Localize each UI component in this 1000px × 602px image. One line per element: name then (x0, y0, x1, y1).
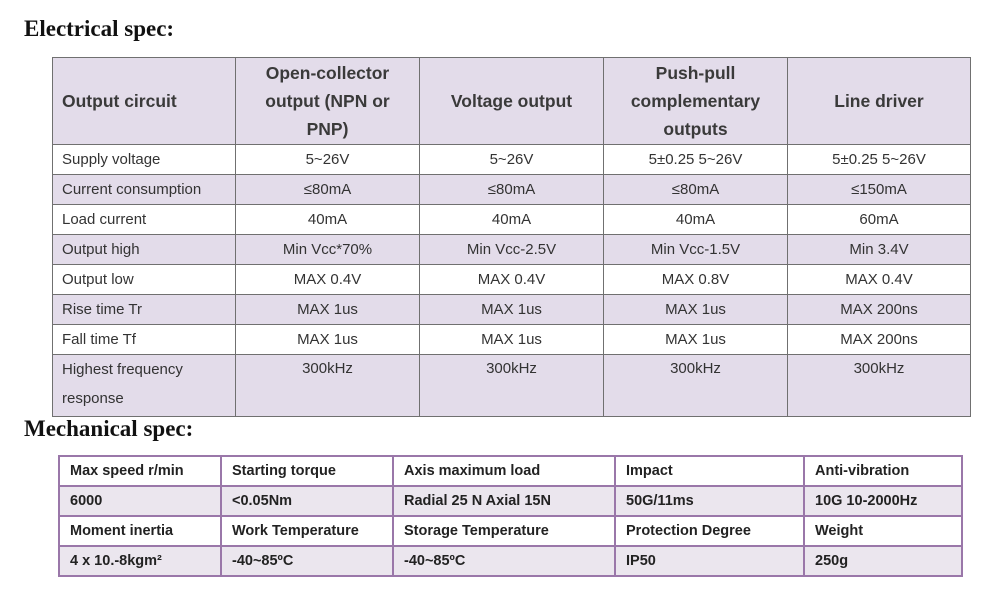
table-cell: 5±0.25 5~26V (603, 144, 788, 175)
table-cell: ≤80mA (419, 174, 604, 205)
header-voltage-output: Voltage output (419, 57, 604, 145)
table-cell: ≤80mA (235, 174, 420, 205)
table-cell: 60mA (787, 204, 971, 235)
table-cell: ≤150mA (787, 174, 971, 205)
header-open-collector: Open-collector output (NPN or PNP) (235, 57, 420, 145)
table-cell: Weight (803, 515, 963, 547)
table-cell: MAX 0.8V (603, 264, 788, 295)
row-label: Rise time Tr (52, 294, 236, 325)
table-row: Load current 40mA 40mA 40mA 60mA (52, 204, 971, 235)
table-cell: Min Vcc-2.5V (419, 234, 604, 265)
row-label: Output high (52, 234, 236, 265)
table-cell: MAX 0.4V (787, 264, 971, 295)
table-cell: Max speed r/min (58, 455, 222, 487)
table-cell: 6000 (58, 485, 222, 517)
header-push-pull: Push-pull complementary outputs (603, 57, 788, 145)
table-cell: 250g (803, 545, 963, 577)
table-cell: 40mA (419, 204, 604, 235)
table-cell: Impact (614, 455, 805, 487)
table-cell: 5~26V (235, 144, 420, 175)
header-line-driver: Line driver (787, 57, 971, 145)
table-cell: MAX 1us (235, 294, 420, 325)
header-output-circuit: Output circuit (52, 57, 236, 145)
table-cell: MAX 1us (419, 294, 604, 325)
table-cell: -40~85ºC (392, 545, 616, 577)
table-cell: Work Temperature (220, 515, 394, 547)
mechanical-spec-table: Max speed r/min Starting torque Axis max… (58, 455, 963, 577)
electrical-header-row: Output circuit Open-collector output (NP… (52, 57, 971, 145)
electrical-spec-table: Output circuit Open-collector output (NP… (52, 57, 971, 417)
table-cell: 5±0.25 5~26V (787, 144, 971, 175)
table-cell: IP50 (614, 545, 805, 577)
row-label: Output low (52, 264, 236, 295)
mech-value-row: 6000 <0.05Nm Radial 25 N Axial 15N 50G/1… (58, 485, 963, 517)
row-label: Fall time Tf (52, 324, 236, 355)
table-cell: MAX 200ns (787, 324, 971, 355)
mech-label-row: Moment inertia Work Temperature Storage … (58, 515, 963, 547)
table-cell: MAX 0.4V (235, 264, 420, 295)
table-cell: 300kHz (603, 354, 788, 417)
table-cell: MAX 1us (235, 324, 420, 355)
table-row: Highest frequency response 300kHz 300kHz… (52, 354, 971, 417)
table-cell: MAX 1us (603, 294, 788, 325)
table-cell: Storage Temperature (392, 515, 616, 547)
table-cell: 300kHz (787, 354, 971, 417)
table-cell: Anti-vibration (803, 455, 963, 487)
table-cell: 50G/11ms (614, 485, 805, 517)
table-cell: 4 x 10.-8kgm² (58, 545, 222, 577)
row-label: Current consumption (52, 174, 236, 205)
table-cell: MAX 200ns (787, 294, 971, 325)
table-cell: Min Vcc*70% (235, 234, 420, 265)
table-cell: Radial 25 N Axial 15N (392, 485, 616, 517)
mech-value-row: 4 x 10.-8kgm² -40~85ºC -40~85ºC IP50 250… (58, 545, 963, 577)
mech-label-row: Max speed r/min Starting torque Axis max… (58, 455, 963, 487)
electrical-spec-heading: Electrical spec: (24, 16, 175, 41)
row-label: Supply voltage (52, 144, 236, 175)
table-cell: -40~85ºC (220, 545, 394, 577)
row-label: Load current (52, 204, 236, 235)
table-cell: 300kHz (235, 354, 420, 417)
table-cell: 10G 10-2000Hz (803, 485, 963, 517)
table-cell: Min 3.4V (787, 234, 971, 265)
table-cell: Protection Degree (614, 515, 805, 547)
table-row: Output high Min Vcc*70% Min Vcc-2.5V Min… (52, 234, 971, 265)
table-cell: MAX 1us (419, 324, 604, 355)
table-row: Output low MAX 0.4V MAX 0.4V MAX 0.8V MA… (52, 264, 971, 295)
table-cell: 300kHz (419, 354, 604, 417)
table-cell: Min Vcc-1.5V (603, 234, 788, 265)
table-cell: ≤80mA (603, 174, 788, 205)
table-row: Supply voltage 5~26V 5~26V 5±0.25 5~26V … (52, 144, 971, 175)
table-cell: Starting torque (220, 455, 394, 487)
table-cell: Axis maximum load (392, 455, 616, 487)
table-cell: MAX 1us (603, 324, 788, 355)
table-row: Current consumption ≤80mA ≤80mA ≤80mA ≤1… (52, 174, 971, 205)
table-row: Rise time Tr MAX 1us MAX 1us MAX 1us MAX… (52, 294, 971, 325)
table-cell: 5~26V (419, 144, 604, 175)
table-row: Fall time Tf MAX 1us MAX 1us MAX 1us MAX… (52, 324, 971, 355)
row-label: Highest frequency response (52, 354, 236, 417)
table-cell: <0.05Nm (220, 485, 394, 517)
table-cell: 40mA (235, 204, 420, 235)
table-cell: 40mA (603, 204, 788, 235)
table-cell: MAX 0.4V (419, 264, 604, 295)
mechanical-spec-heading: Mechanical spec: (24, 416, 194, 441)
table-cell: Moment inertia (58, 515, 222, 547)
